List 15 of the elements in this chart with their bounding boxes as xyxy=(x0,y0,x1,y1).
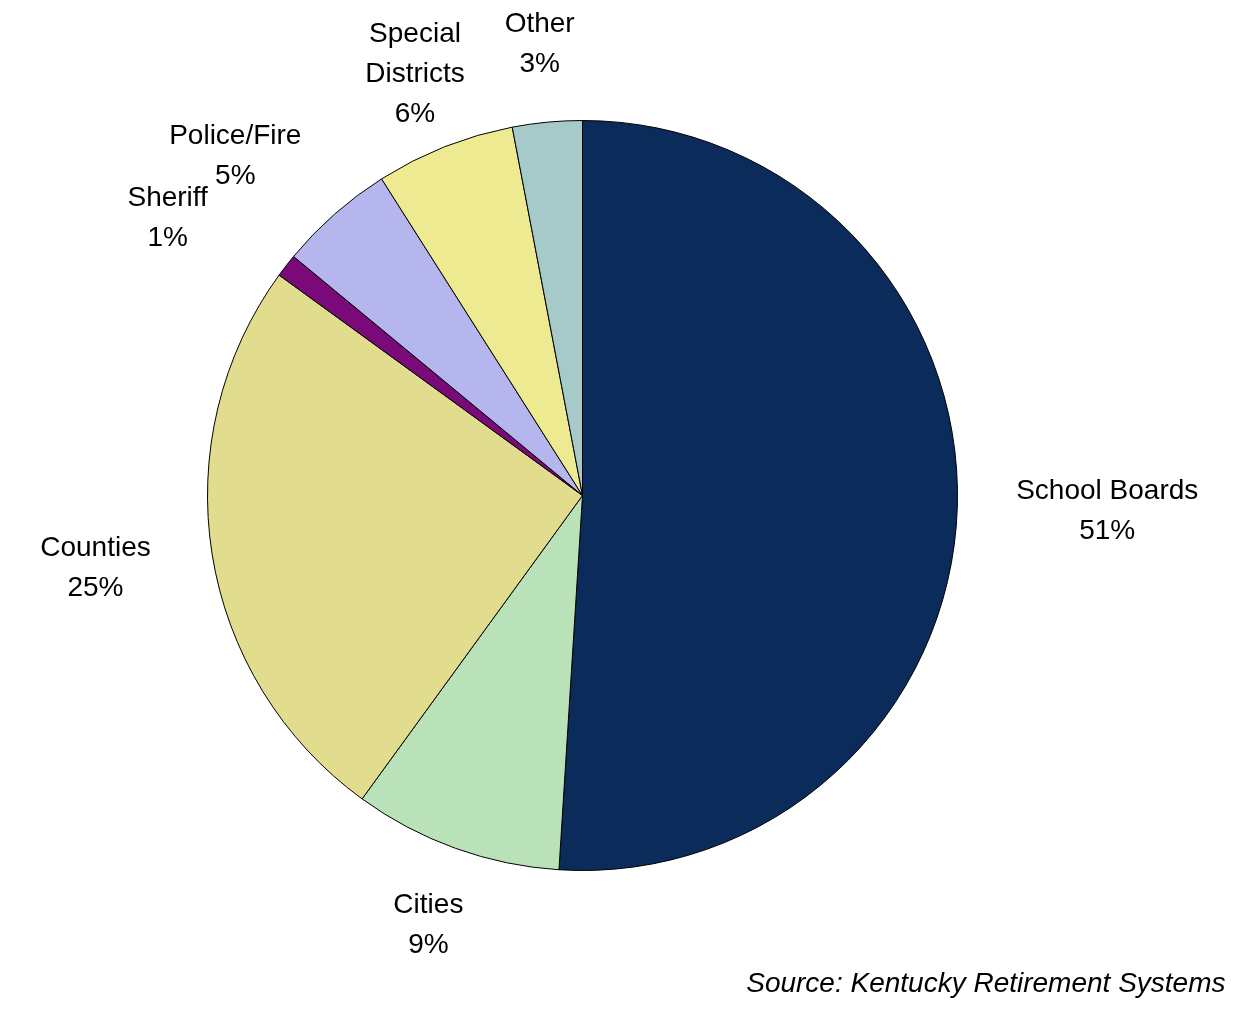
slice-label: Police/Fire xyxy=(169,118,302,150)
data-label: 51% xyxy=(1079,514,1136,546)
slice-label: Counties xyxy=(40,531,151,563)
slice-label: Sheriff xyxy=(127,181,209,213)
slice-label: Cities xyxy=(393,888,464,920)
slice-label: Other xyxy=(504,7,575,39)
data-label: 25% xyxy=(67,571,124,603)
data-label: 1% xyxy=(147,221,188,253)
source-note: Source: Kentucky Retirement Systems xyxy=(746,967,1226,998)
data-label: 9% xyxy=(408,928,449,960)
data-label: 5% xyxy=(215,158,256,190)
data-label: 6% xyxy=(394,96,436,128)
slice-label: School Boards xyxy=(1016,474,1199,506)
data-label: 3% xyxy=(519,47,560,79)
slice-label: Special Districts xyxy=(365,16,465,88)
